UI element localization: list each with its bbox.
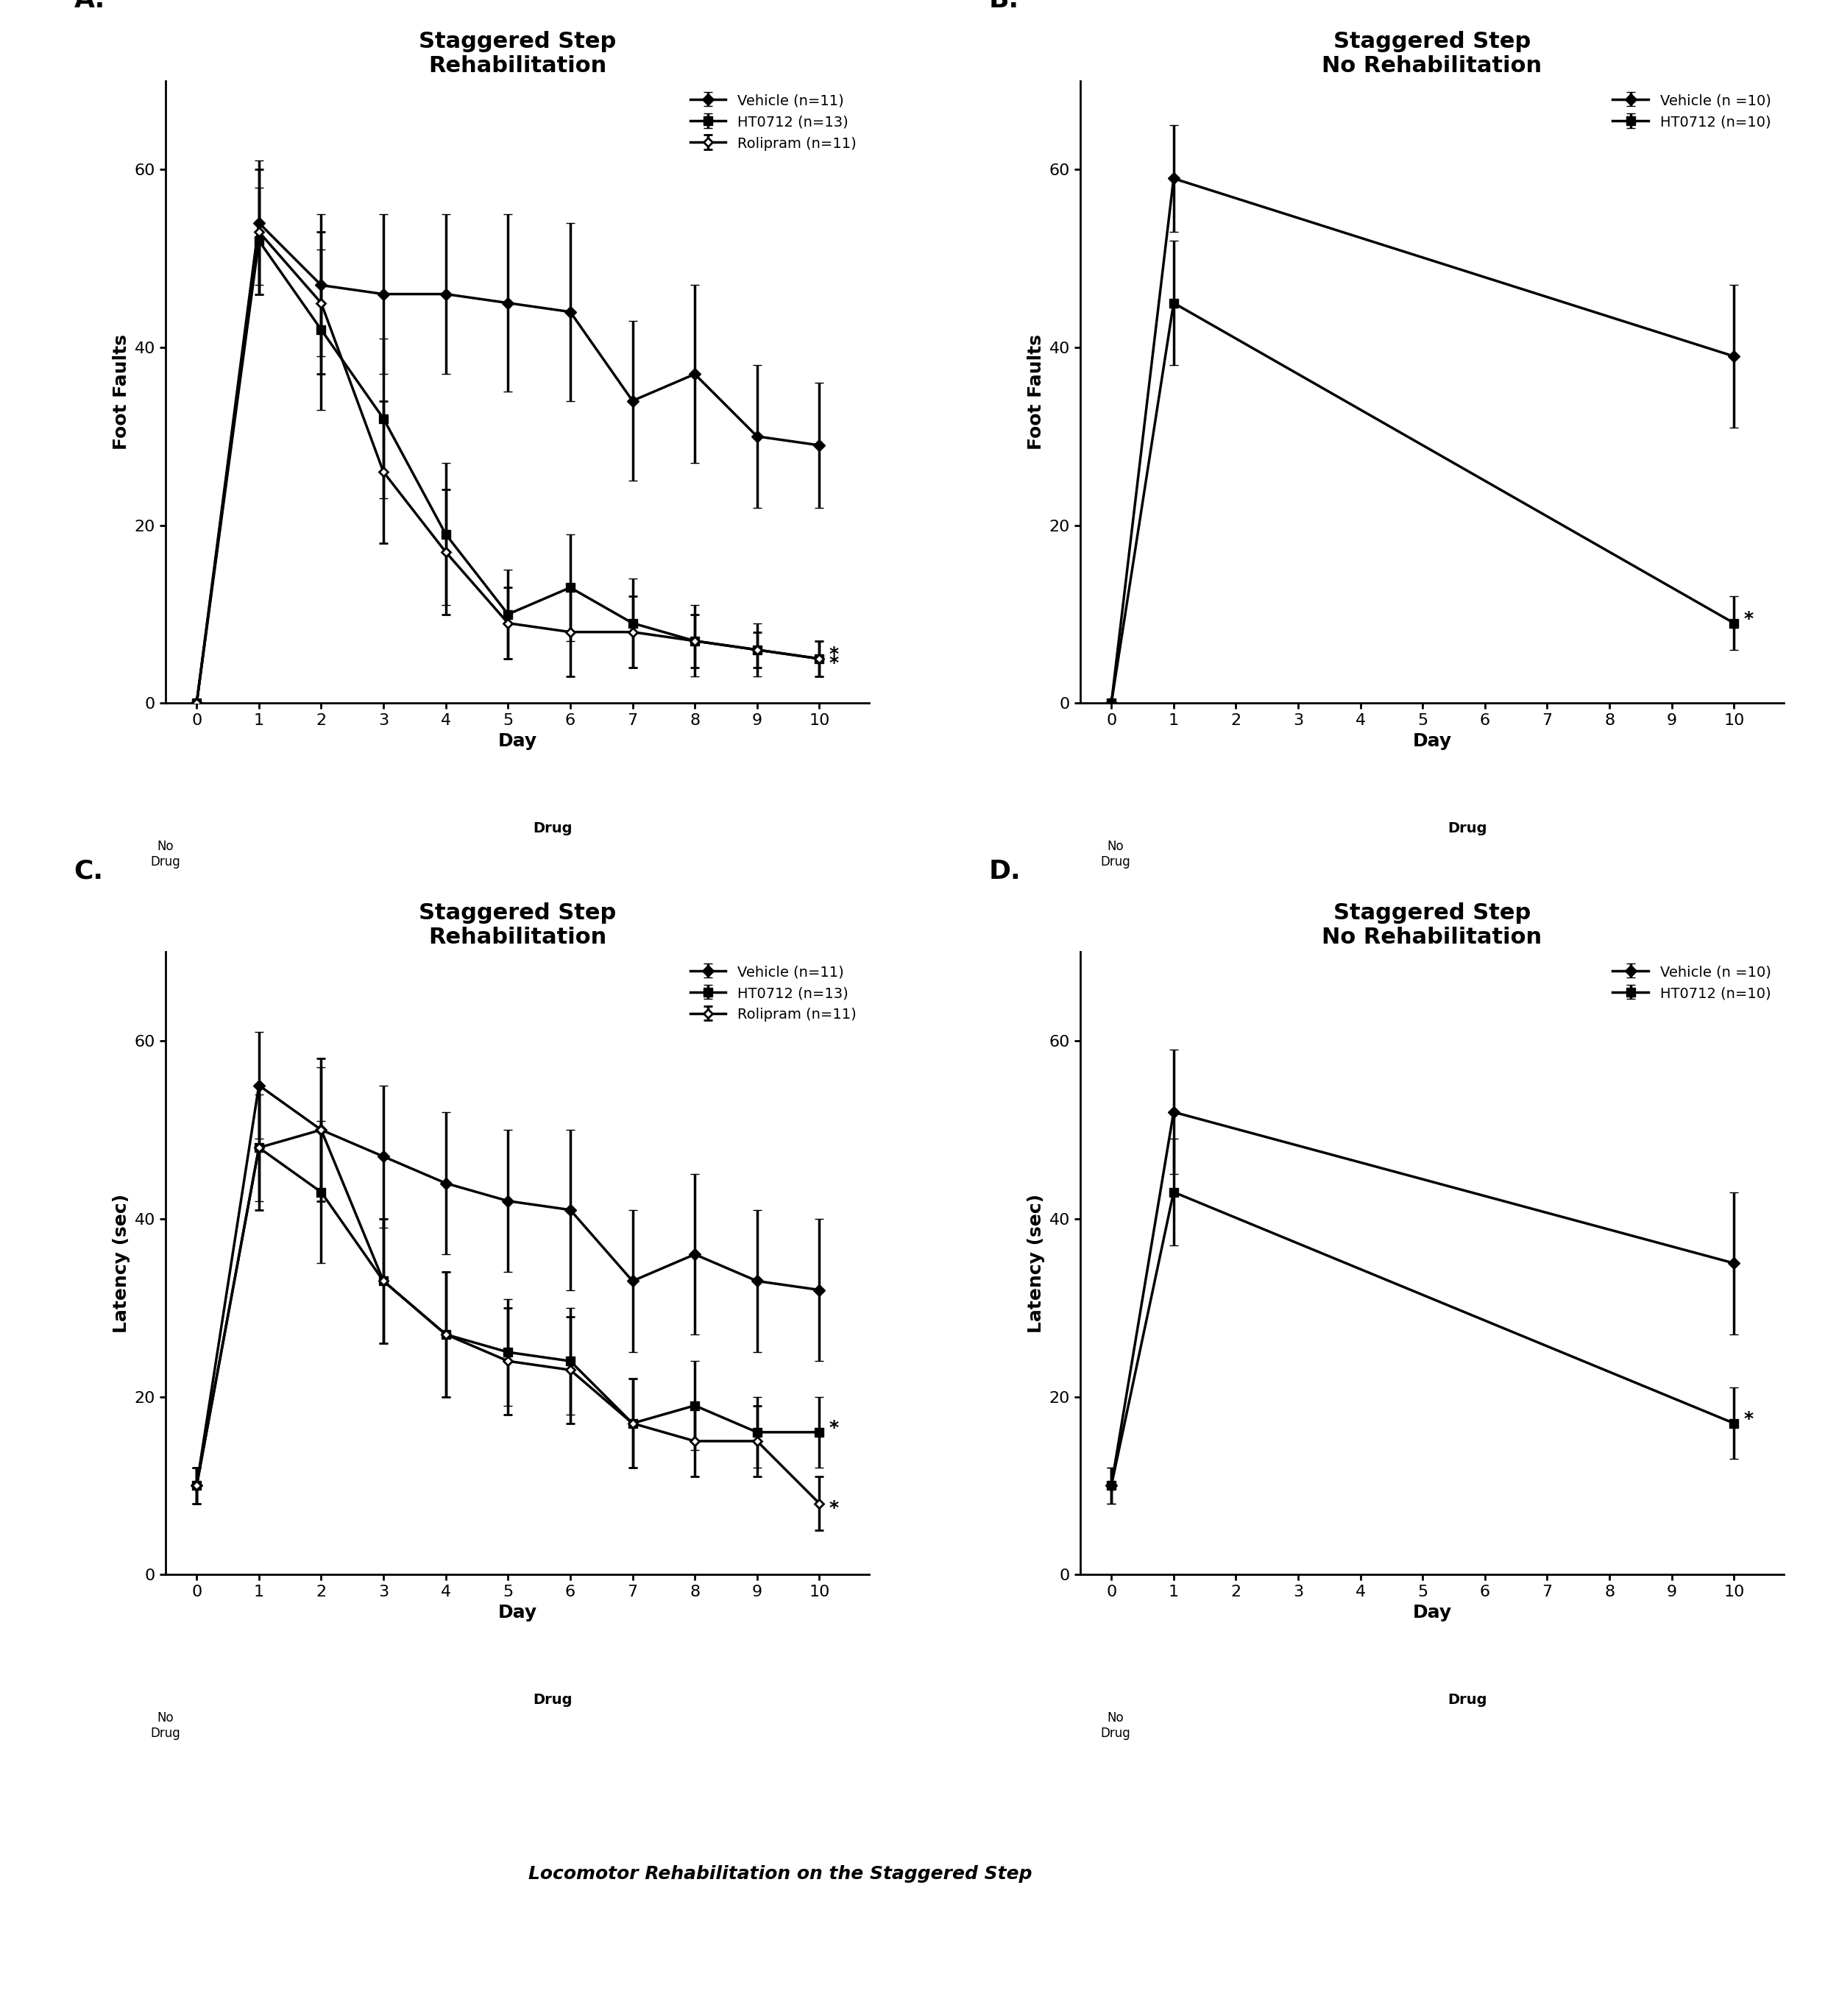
X-axis label: Day: Day — [1412, 1603, 1451, 1621]
Text: *: * — [829, 655, 839, 671]
Title: Staggered Step
No Rehabilitation: Staggered Step No Rehabilitation — [1322, 901, 1543, 948]
Text: Drug: Drug — [1447, 821, 1488, 835]
Legend: Vehicle (n=11), HT0712 (n=13), Rolipram (n=11): Vehicle (n=11), HT0712 (n=13), Rolipram … — [684, 960, 862, 1028]
Text: D.: D. — [989, 859, 1021, 883]
Title: Staggered Step
No Rehabilitation: Staggered Step No Rehabilitation — [1322, 30, 1543, 77]
Text: *: * — [1743, 1409, 1753, 1427]
Y-axis label: Latency (sec): Latency (sec) — [1028, 1193, 1045, 1333]
Title: Staggered Step
Rehabilitation: Staggered Step Rehabilitation — [419, 901, 616, 948]
Text: Drug: Drug — [1447, 1693, 1488, 1708]
Text: Drug: Drug — [533, 821, 572, 835]
Text: No
Drug: No Drug — [1100, 1712, 1131, 1740]
Text: Drug: Drug — [533, 1693, 572, 1708]
Text: *: * — [1743, 611, 1753, 627]
Y-axis label: Latency (sec): Latency (sec) — [112, 1193, 131, 1333]
Legend: Vehicle (n =10), HT0712 (n=10): Vehicle (n =10), HT0712 (n=10) — [1607, 89, 1776, 135]
X-axis label: Day: Day — [498, 732, 537, 750]
Text: No
Drug: No Drug — [151, 841, 180, 869]
Y-axis label: Foot Faults: Foot Faults — [112, 335, 131, 450]
Legend: Vehicle (n =10), HT0712 (n=10): Vehicle (n =10), HT0712 (n=10) — [1607, 960, 1776, 1006]
Text: *: * — [829, 645, 839, 663]
Text: Locomotor Rehabilitation on the Staggered Step: Locomotor Rehabilitation on the Staggere… — [528, 1865, 1032, 1883]
Text: No
Drug: No Drug — [151, 1712, 180, 1740]
Legend: Vehicle (n=11), HT0712 (n=13), Rolipram (n=11): Vehicle (n=11), HT0712 (n=13), Rolipram … — [684, 89, 862, 157]
Text: A.: A. — [74, 0, 105, 12]
Text: *: * — [829, 1419, 839, 1437]
Title: Staggered Step
Rehabilitation: Staggered Step Rehabilitation — [419, 30, 616, 77]
X-axis label: Day: Day — [498, 1603, 537, 1621]
Text: No
Drug: No Drug — [1100, 841, 1131, 869]
Text: C.: C. — [74, 859, 103, 883]
Y-axis label: Foot Faults: Foot Faults — [1028, 335, 1045, 450]
Text: B.: B. — [989, 0, 1019, 12]
Text: *: * — [829, 1500, 839, 1516]
X-axis label: Day: Day — [1412, 732, 1451, 750]
